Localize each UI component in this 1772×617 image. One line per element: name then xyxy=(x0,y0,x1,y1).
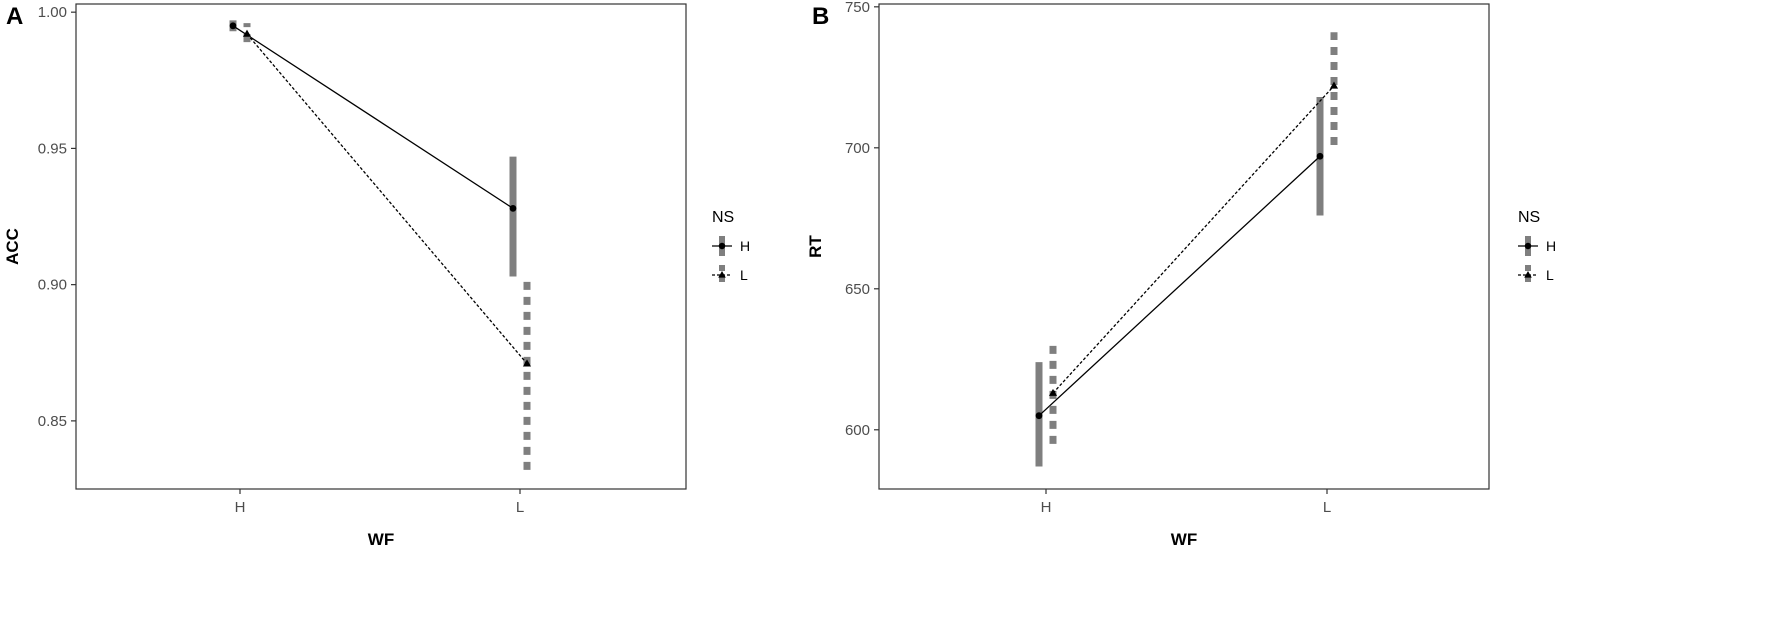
x-tick-label: H xyxy=(235,499,246,516)
series-h xyxy=(1035,97,1324,467)
y-axis-title: ACC xyxy=(3,228,22,265)
legend-item-label: H xyxy=(740,238,750,254)
plot-border xyxy=(75,3,687,490)
y-tick-label: 0.85 xyxy=(38,413,67,430)
data-point xyxy=(229,22,237,30)
legend: NS HL xyxy=(712,209,750,285)
panel-label: A xyxy=(6,3,23,30)
legend-item-label: H xyxy=(1546,238,1556,254)
legend: NS HL xyxy=(1518,209,1556,285)
data-point xyxy=(1035,412,1043,420)
series-l xyxy=(242,23,532,470)
x-tick-label: H xyxy=(1041,499,1052,516)
data-point xyxy=(1329,81,1339,89)
series-line xyxy=(232,25,514,209)
data-point xyxy=(1048,388,1058,396)
legend-item-label: L xyxy=(740,267,748,283)
x-axis-title: WF xyxy=(1171,530,1197,549)
series-l xyxy=(1048,32,1339,444)
data-point xyxy=(1316,152,1324,160)
y-tick-label: 600 xyxy=(845,422,870,439)
data-point xyxy=(509,204,517,212)
legend-marker xyxy=(718,271,726,278)
panel-label: B xyxy=(812,3,829,30)
legend-marker xyxy=(1524,242,1532,250)
legend-title: NS xyxy=(712,209,734,226)
plot-border xyxy=(878,3,1490,490)
y-tick-label: 650 xyxy=(845,281,870,298)
x-tick-label: L xyxy=(1323,499,1331,516)
data-point xyxy=(242,29,252,37)
legend-marker xyxy=(718,242,726,250)
y-tick-label: 0.90 xyxy=(38,277,67,294)
y-tick-label: 1.00 xyxy=(38,4,67,21)
legend-title: NS xyxy=(1518,209,1540,226)
series-line xyxy=(1052,85,1335,394)
legend-item-label: L xyxy=(1546,267,1554,283)
series-h xyxy=(229,20,517,277)
series-line xyxy=(246,33,528,365)
y-tick-label: 700 xyxy=(845,140,870,157)
series-line xyxy=(1038,155,1321,417)
y-tick-label: 0.95 xyxy=(38,140,67,157)
y-tick-label: 750 xyxy=(845,0,870,16)
legend-marker xyxy=(1524,271,1532,278)
data-point xyxy=(522,359,532,367)
y-axis-title: RT xyxy=(806,235,825,258)
x-axis-title: WF xyxy=(368,530,394,549)
x-tick-label: L xyxy=(516,499,524,516)
